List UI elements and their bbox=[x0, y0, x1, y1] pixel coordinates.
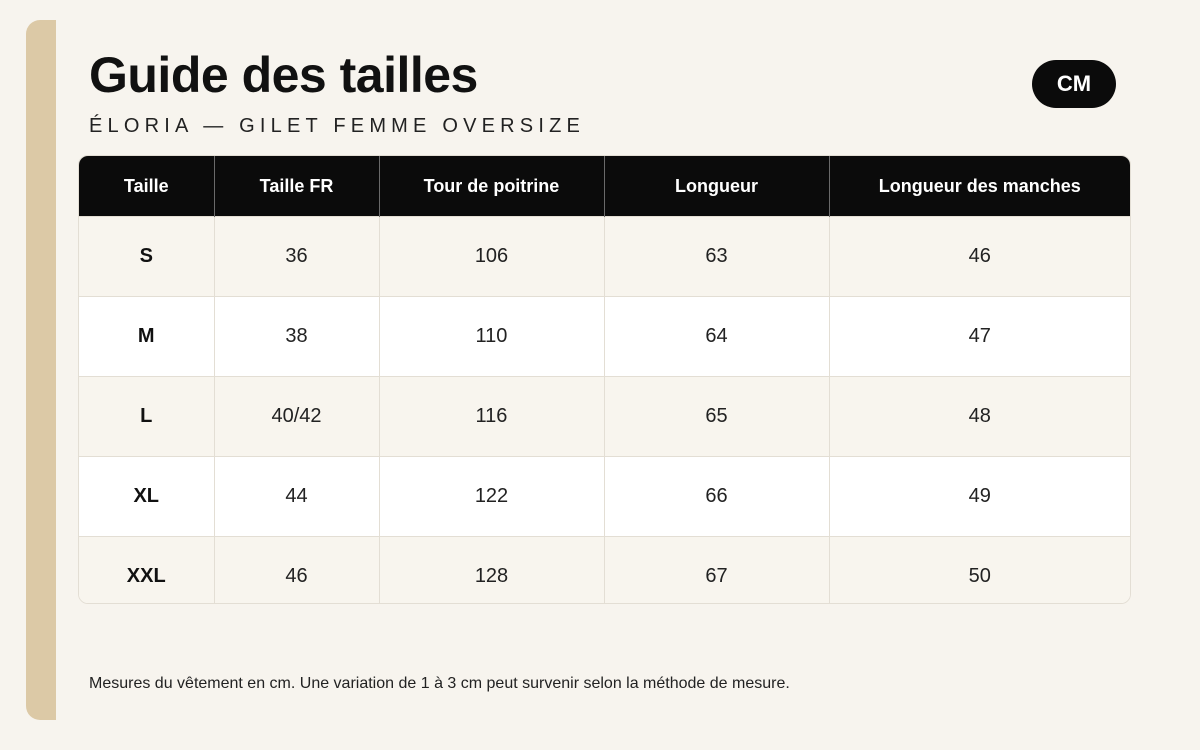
table-cell: 49 bbox=[829, 456, 1130, 537]
size-cell: L bbox=[79, 376, 215, 457]
table-cell: 106 bbox=[379, 216, 605, 297]
size-table: Taille Taille FR Tour de poitrine Longue… bbox=[78, 155, 1131, 604]
table-cell: 67 bbox=[604, 536, 830, 603]
table-cell: 40/42 bbox=[214, 376, 380, 457]
table-cell: 64 bbox=[604, 296, 830, 377]
table-cell: 116 bbox=[379, 376, 605, 457]
table-cell: 46 bbox=[829, 216, 1130, 297]
table-row: XXL 46 128 67 50 bbox=[79, 536, 1130, 603]
table-cell: 122 bbox=[379, 456, 605, 537]
table-row: S 36 106 63 46 bbox=[79, 216, 1130, 297]
product-subtitle: ÉLORIA — GILET FEMME OVERSIZE bbox=[89, 115, 586, 137]
column-header-taille-fr: Taille FR bbox=[214, 156, 380, 217]
table-cell: 38 bbox=[214, 296, 380, 377]
table-cell: 46 bbox=[214, 536, 380, 603]
table-cell: 47 bbox=[829, 296, 1130, 377]
table-cell: 48 bbox=[829, 376, 1130, 457]
table-cell: 110 bbox=[379, 296, 605, 377]
table-cell: 65 bbox=[604, 376, 830, 457]
size-cell: XXL bbox=[79, 536, 215, 603]
table-row: XL 44 122 66 49 bbox=[79, 456, 1130, 537]
page-title: Guide des tailles bbox=[89, 47, 478, 103]
table-cell: 44 bbox=[214, 456, 380, 537]
footnote: Mesures du vêtement en cm. Une variation… bbox=[89, 675, 790, 692]
table-row: M 38 110 64 47 bbox=[79, 296, 1130, 377]
size-cell: S bbox=[79, 216, 215, 297]
column-header-longueur: Longueur bbox=[604, 156, 830, 217]
column-header-longueur-manches: Longueur des manches bbox=[829, 156, 1130, 217]
table-row: L 40/42 116 65 48 bbox=[79, 376, 1130, 457]
table-cell: 50 bbox=[829, 536, 1130, 603]
table-cell: 128 bbox=[379, 536, 605, 603]
accent-bar bbox=[26, 20, 56, 720]
table-cell: 36 bbox=[214, 216, 380, 297]
size-cell: XL bbox=[79, 456, 215, 537]
column-header-taille: Taille bbox=[79, 156, 215, 217]
size-cell: M bbox=[79, 296, 215, 377]
unit-toggle-button[interactable]: CM bbox=[1032, 60, 1116, 108]
table-header-row: Taille Taille FR Tour de poitrine Longue… bbox=[79, 156, 1130, 217]
column-header-tour-de-poitrine: Tour de poitrine bbox=[379, 156, 605, 217]
table-cell: 63 bbox=[604, 216, 830, 297]
table-cell: 66 bbox=[604, 456, 830, 537]
